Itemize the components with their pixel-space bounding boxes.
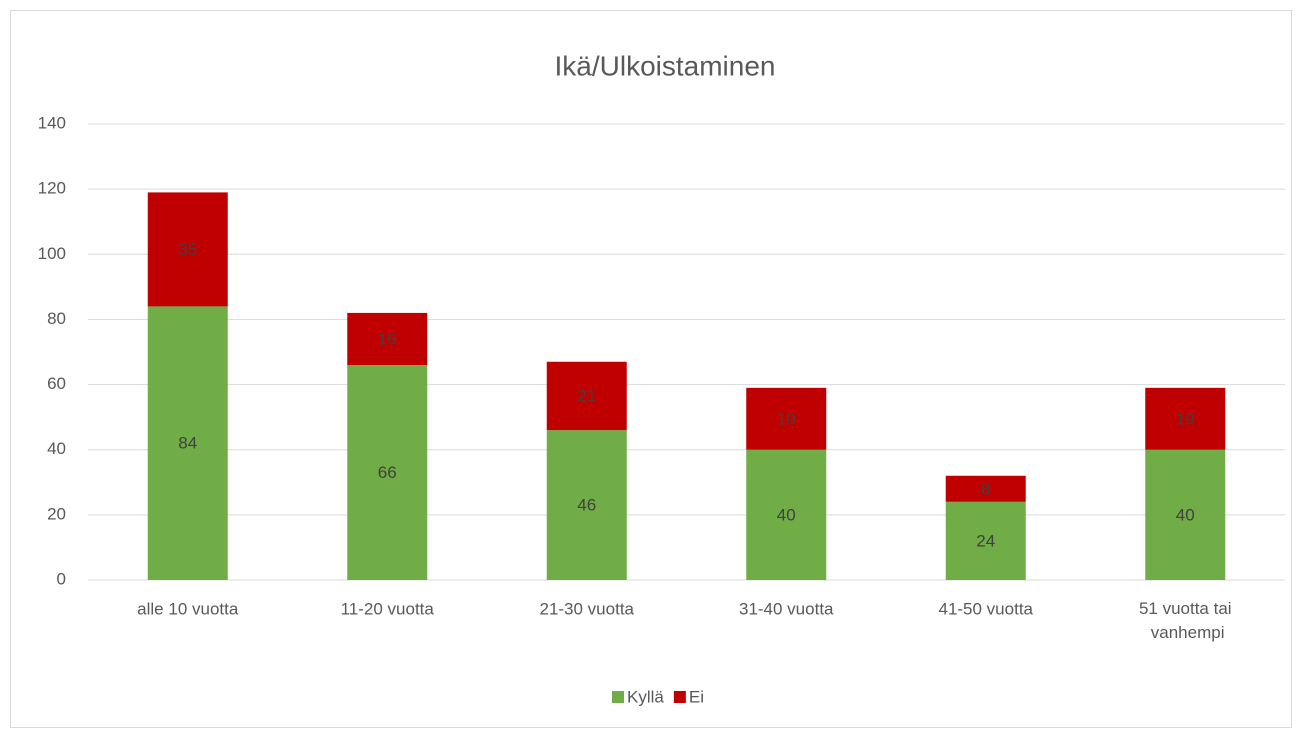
bar-segment [147,306,228,580]
y-tick-label: 20 [47,504,66,523]
bar-segment [546,430,627,580]
data-label: 35 [178,240,197,259]
y-tick-label: 60 [47,374,66,393]
y-tick-label: 0 [57,569,66,588]
data-label: 84 [178,434,197,453]
data-label: 46 [577,496,596,515]
data-label: 24 [976,531,995,550]
y-tick-label: 140 [38,113,66,132]
bar-segment [1145,387,1226,450]
data-label: 19 [777,409,796,428]
bar-segment [945,501,1026,580]
legend-swatch [673,691,686,703]
y-tick-label: 80 [47,309,66,328]
bar-segment [746,387,827,450]
bar-segment [945,475,1026,502]
data-label: 66 [378,463,397,482]
y-tick-label: 100 [38,244,66,263]
legend-swatch [612,691,624,703]
x-tick-label: 51 vuotta tai vanhempi [1139,599,1232,642]
data-label: 19 [1176,409,1195,428]
bar-segment [347,312,428,366]
bar-segment [147,192,228,307]
data-label: 40 [777,505,796,524]
x-tick-label: 31-40 vuotta [739,599,834,618]
bar-segment [546,361,627,431]
legend-label: Ei [689,687,704,706]
legend-label: Kyllä [627,687,664,706]
x-tick-label: alle 10 vuotta [137,599,239,618]
data-label: 16 [378,329,397,348]
data-label: 40 [1176,505,1195,524]
data-label: 21 [577,386,596,405]
y-tick-label: 40 [47,439,66,458]
bar-segment [347,365,428,580]
bar-segment [746,449,827,580]
x-tick-label: 11-20 vuotta [341,599,435,618]
chart-title: Ikä/Ulkoistaminen [555,50,776,81]
y-tick-label: 120 [38,179,66,198]
x-tick-label: 41-50 vuotta [938,599,1033,618]
x-tick-label: 21-30 vuotta [539,599,634,618]
bar-segment [1145,449,1226,580]
data-label: 8 [981,479,990,498]
